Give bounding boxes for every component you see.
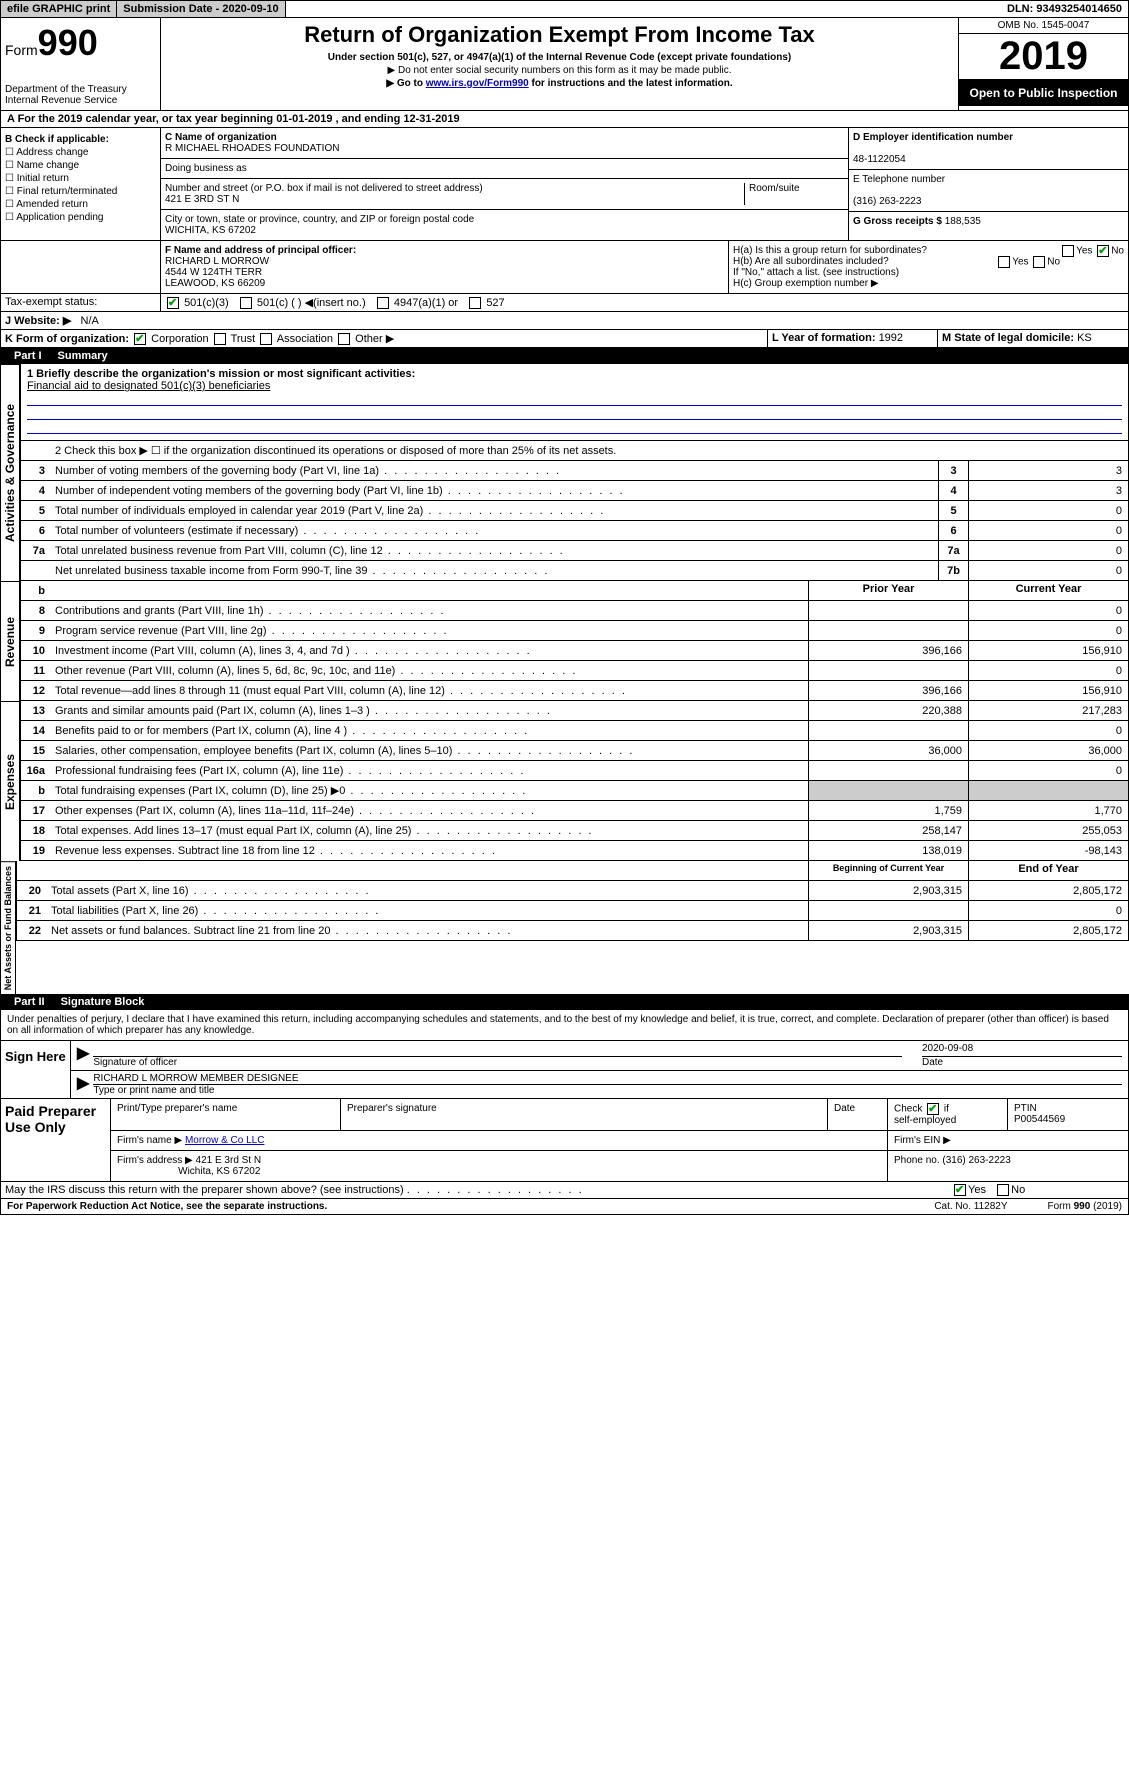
paid-preparer-block: Paid Preparer Use Only Print/Type prepar… (0, 1099, 1129, 1182)
year-header-row: b Prior Year Current Year (20, 581, 1129, 601)
form-title: Return of Organization Exempt From Incom… (165, 22, 954, 48)
website-row: J Website: ▶ N/A (0, 312, 1129, 330)
dba-cell: Doing business as (161, 159, 848, 179)
line-7a: 7aTotal unrelated business revenue from … (20, 541, 1129, 561)
part2-header: Part II Signature Block (0, 994, 1129, 1010)
line-10: 10Investment income (Part VIII, column (… (20, 641, 1129, 661)
entity-block: B Check if applicable: ☐ Address change … (0, 128, 1129, 241)
line-11: 11Other revenue (Part VIII, column (A), … (20, 661, 1129, 681)
line-b: bTotal fundraising expenses (Part IX, co… (20, 781, 1129, 801)
line-7b: Net unrelated business taxable income fr… (20, 561, 1129, 581)
governance-label: Activities & Governance (0, 364, 20, 581)
line-13: 13Grants and similar amounts paid (Part … (20, 701, 1129, 721)
form-number: Form990 (5, 22, 156, 64)
line-12: 12Total revenue—add lines 8 through 11 (… (20, 681, 1129, 701)
tax-year: 2019 (959, 34, 1128, 80)
check-if-applicable: B Check if applicable: ☐ Address change … (1, 128, 161, 240)
line-9: 9Program service revenue (Part VIII, lin… (20, 621, 1129, 641)
line-3: 3Number of voting members of the governi… (20, 461, 1129, 481)
ein-cell: D Employer identification number 48-1122… (849, 128, 1128, 170)
sign-here-block: Sign Here ▶ Signature of officer 2020-09… (0, 1041, 1129, 1099)
city-cell: City or town, state or province, country… (161, 210, 848, 240)
form-header: Form990 Department of the Treasury Inter… (0, 18, 1129, 111)
note-ssn: ▶ Do not enter social security numbers o… (165, 65, 954, 76)
efile-print-button[interactable]: efile GRAPHIC print (1, 1, 117, 17)
perjury-text: Under penalties of perjury, I declare th… (0, 1010, 1129, 1041)
line-14: 14Benefits paid to or for members (Part … (20, 721, 1129, 741)
line-15: 15Salaries, other compensation, employee… (20, 741, 1129, 761)
irs-label: Internal Revenue Service (5, 95, 156, 106)
top-bar: efile GRAPHIC print Submission Date - 20… (0, 0, 1129, 18)
discuss-row: May the IRS discuss this return with the… (0, 1182, 1129, 1199)
line-8: 8Contributions and grants (Part VIII, li… (20, 601, 1129, 621)
phone-cell: E Telephone number (316) 263-2223 (849, 170, 1128, 212)
section-a-period: A For the 2019 calendar year, or tax yea… (0, 111, 1129, 128)
line-18: 18Total expenses. Add lines 13–17 (must … (20, 821, 1129, 841)
instructions-link[interactable]: www.irs.gov/Form990 (426, 78, 529, 89)
receipts-cell: G Gross receipts $ 188,535 (849, 212, 1128, 231)
line-21: 21Total liabilities (Part X, line 26) 0 (16, 901, 1129, 921)
k-row: K Form of organization: Corporation Trus… (0, 330, 1129, 348)
expenses-label: Expenses (0, 701, 20, 861)
open-public-badge: Open to Public Inspection (959, 80, 1128, 106)
balance-header-row: Beginning of Current Year End of Year (16, 861, 1129, 881)
note-instructions: ▶ Go to www.irs.gov/Form990 for instruct… (165, 78, 954, 89)
dln: DLN: 93493254014650 (1001, 1, 1128, 17)
line-17: 17Other expenses (Part IX, column (A), l… (20, 801, 1129, 821)
submission-date: Submission Date - 2020-09-10 (117, 1, 285, 17)
revenue-label: Revenue (0, 581, 20, 701)
firm-name-link[interactable]: Morrow & Co LLC (185, 1135, 264, 1146)
omb-number: OMB No. 1545-0047 (959, 18, 1128, 34)
address-cell: Number and street (or P.O. box if mail i… (161, 179, 848, 210)
line-20: 20Total assets (Part X, line 16) 2,903,3… (16, 881, 1129, 901)
line-4: 4Number of independent voting members of… (20, 481, 1129, 501)
mission-block: 1 Briefly describe the organization's mi… (20, 364, 1129, 441)
org-name-cell: C Name of organization R MICHAEL RHOADES… (161, 128, 848, 159)
part1-header: Part I Summary (0, 348, 1129, 364)
line-5: 5Total number of individuals employed in… (20, 501, 1129, 521)
officer-row: F Name and address of principal officer:… (0, 241, 1129, 294)
line-6: 6Total number of volunteers (estimate if… (20, 521, 1129, 541)
line-19: 19Revenue less expenses. Subtract line 1… (20, 841, 1129, 861)
line-22: 22Net assets or fund balances. Subtract … (16, 921, 1129, 941)
department: Department of the Treasury (5, 84, 156, 95)
subtitle: Under section 501(c), 527, or 4947(a)(1)… (165, 52, 954, 63)
footer: For Paperwork Reduction Act Notice, see … (0, 1199, 1129, 1215)
line-16a: 16aProfessional fundraising fees (Part I… (20, 761, 1129, 781)
tax-status-row: Tax-exempt status: 501(c)(3) 501(c) ( ) … (0, 294, 1129, 312)
netassets-label: Net Assets or Fund Balances (0, 861, 16, 994)
